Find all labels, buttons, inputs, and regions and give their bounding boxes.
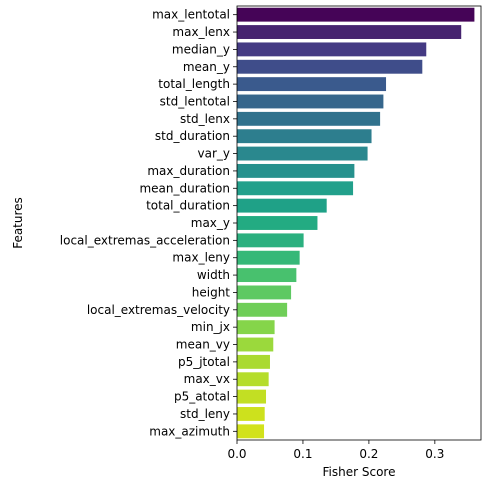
bar-min_jx [237, 320, 275, 335]
y-tick-label: std_lenx [180, 112, 230, 126]
bar-max_duration [237, 163, 355, 178]
bar-max_y [237, 216, 318, 230]
bar-max_leny [237, 250, 300, 265]
y-tick-label: std_lentotal [160, 94, 230, 108]
bar-max_azimuth [237, 424, 265, 439]
x-tick-label: 0.1 [293, 447, 312, 461]
bar-max_vx [237, 372, 269, 387]
bar-total_length [237, 77, 387, 92]
y-tick-label: var_y [198, 147, 231, 161]
bar-height [237, 285, 292, 300]
y-tick-label: max_duration [147, 164, 230, 178]
bar-mean_vy [237, 337, 274, 352]
bar-std_lentotal [237, 94, 384, 109]
y-tick-label: max_y [191, 216, 230, 230]
y-tick-label: local_extremas_velocity [87, 303, 230, 317]
y-tick-label: min_jx [191, 320, 230, 334]
y-tick-labels: max_lentotal max_lenx median_y mean_y total_… [60, 8, 237, 438]
axes-frame [236, 5, 482, 441]
y-tick-label: max_leny [172, 251, 230, 265]
bar-mean_y [237, 59, 423, 74]
bar-p5_atotal [237, 389, 267, 404]
y-tick-label: max_vx [184, 372, 230, 386]
x-ticks: 0.0 0.1 0.2 0.3 [227, 440, 444, 461]
y-tick-label: local_extremas_acceleration [60, 233, 230, 247]
y-tick-label: height [192, 285, 231, 299]
bar-local_extremas_acceleration [237, 233, 304, 248]
y-tick-label: mean_vy [176, 338, 230, 352]
y-tick-label: width [197, 268, 230, 282]
y-tick-label: total_length [158, 77, 230, 91]
bar-mean_duration [237, 181, 354, 196]
y-tick-label: std_leny [180, 407, 230, 421]
y-tick-label: p5_atotal [174, 390, 230, 404]
y-tick-label: total_duration [146, 199, 230, 213]
y-axis-label: Features [11, 197, 25, 249]
y-tick-label: mean_y [183, 60, 230, 74]
bar-max_lentotal [237, 7, 475, 22]
bars-group [237, 7, 475, 439]
bar-median_y [237, 42, 427, 57]
x-tick-label: 0.2 [359, 447, 378, 461]
bar-width [237, 268, 297, 283]
bar-max_lenx [237, 25, 462, 39]
plot-frame [236, 5, 482, 441]
bar-std_leny [237, 407, 265, 421]
y-tick-label: max_lentotal [152, 8, 230, 22]
bar-local_extremas_velocity [237, 302, 288, 317]
y-tick-label: p5_jtotal [178, 355, 230, 369]
x-axis-label: Fisher Score [323, 465, 396, 479]
x-tick-label: 0.0 [227, 447, 246, 461]
bar-p5_jtotal [237, 354, 270, 369]
bar-std_duration [237, 129, 372, 144]
bar-total_duration [237, 198, 327, 213]
y-tick-label: max_lenx [172, 25, 230, 39]
bar-std_lenx [237, 111, 381, 126]
y-tick-label: max_azimuth [149, 424, 230, 438]
bar-var_y [237, 146, 368, 161]
y-tick-label: mean_duration [139, 181, 230, 195]
x-tick-label: 0.3 [425, 447, 444, 461]
y-tick-label: std_duration [155, 129, 230, 143]
y-tick-label: median_y [172, 42, 230, 56]
